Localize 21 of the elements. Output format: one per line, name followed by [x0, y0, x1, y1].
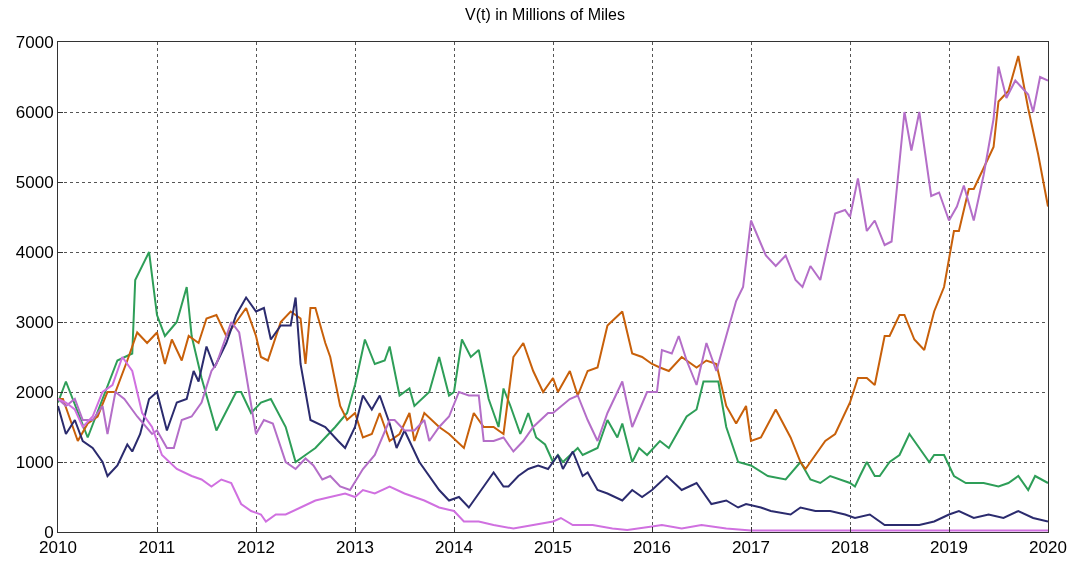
line-series — [58, 356, 1048, 532]
x-tick-label: 2019 — [930, 538, 968, 558]
x-tick-label: 2018 — [831, 538, 869, 558]
x-tick-label: 2016 — [633, 538, 671, 558]
y-tick-label: 7000 — [15, 32, 54, 52]
x-tick-label: 2015 — [534, 538, 572, 558]
x-tick-label: 2011 — [138, 538, 176, 558]
x-tick-label: 2012 — [237, 538, 275, 558]
x-tick-label: 2013 — [336, 538, 374, 558]
y-tick-label: 3000 — [15, 312, 54, 332]
line-series — [58, 296, 1048, 526]
x-tick-label: 2017 — [732, 538, 770, 558]
x-tick-label: 2014 — [435, 538, 473, 558]
y-tick-label: 2000 — [15, 382, 54, 402]
y-tick-label: 5000 — [15, 172, 54, 192]
y-tick-label: 4000 — [15, 242, 54, 262]
line-series — [58, 251, 1048, 491]
y-tick-label: 1000 — [15, 452, 54, 472]
y-tick-label: 6000 — [15, 102, 54, 122]
x-tick-label: 2020 — [1029, 538, 1067, 558]
chart-title: V(t) in Millions of Miles — [464, 5, 626, 23]
